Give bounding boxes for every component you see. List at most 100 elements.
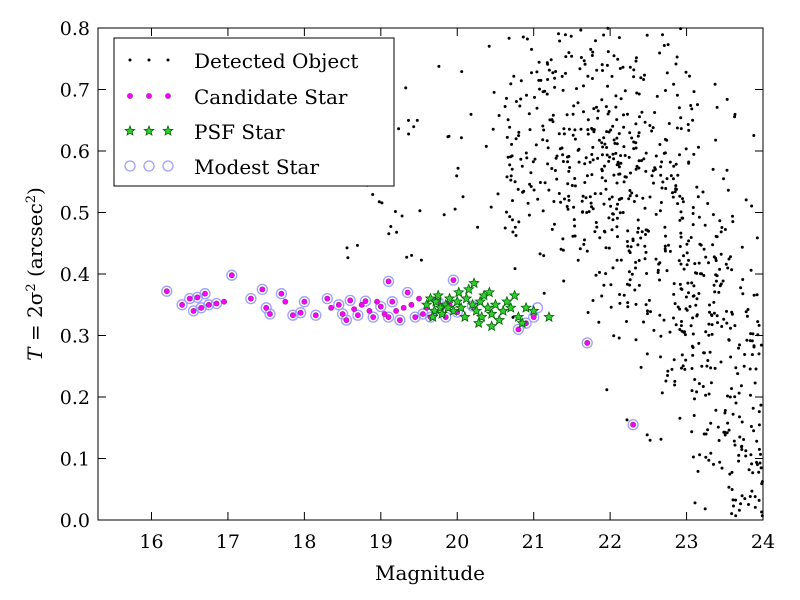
detected-object-point [728, 472, 732, 476]
detected-object-point [546, 146, 550, 150]
detected-object-point [740, 448, 744, 451]
detected-object-point [609, 128, 613, 132]
detected-object-point [691, 316, 695, 320]
detected-object-point [527, 112, 531, 116]
detected-object-point [543, 89, 547, 93]
detected-object-point [510, 167, 514, 171]
detected-object-point [491, 127, 495, 131]
detected-object-point [672, 82, 676, 86]
detected-object-point [546, 78, 550, 81]
detected-object-point [659, 201, 663, 204]
detected-object-point [672, 282, 676, 286]
detected-object-point [660, 160, 664, 164]
detected-object-point [627, 249, 631, 253]
detected-object-point [723, 228, 727, 231]
y-axis-label: T = 2σ2 (arcsec2) [23, 187, 47, 361]
detected-object-point [613, 141, 617, 145]
detected-object-point [720, 325, 724, 328]
detected-object-point [749, 332, 753, 336]
detected-object-point [690, 389, 694, 393]
detected-object-point [739, 502, 743, 506]
detected-object-point [549, 58, 553, 62]
detected-object-point [626, 305, 630, 309]
detected-object-point [609, 204, 613, 208]
detected-object-point [600, 141, 604, 145]
detected-object-point [693, 378, 697, 381]
detected-object-point [625, 240, 629, 243]
detected-object-point [547, 68, 551, 72]
detected-object-point [636, 218, 640, 222]
detected-object-point [727, 485, 731, 489]
detected-object-point [489, 205, 493, 209]
detected-object-point [505, 135, 509, 139]
modest-star-point [382, 311, 395, 323]
detected-object-point [678, 245, 682, 248]
detected-object-point [684, 295, 688, 299]
detected-object-point [583, 181, 587, 184]
detected-object-point [738, 415, 741, 419]
detected-object-point [669, 174, 673, 178]
x-tick-label: 23 [674, 531, 698, 553]
candidate-star-point [213, 300, 220, 307]
detected-object-point [686, 123, 690, 126]
detected-object-point [687, 128, 691, 132]
detected-object-point [553, 85, 557, 89]
detected-object-point [541, 209, 545, 213]
detected-object-point [583, 238, 586, 242]
candidate-star-point [221, 298, 227, 305]
detected-object-point [727, 338, 731, 342]
detected-object-point [702, 274, 706, 277]
detected-object-point [573, 137, 577, 141]
modest-star-point [184, 292, 196, 305]
detected-object-point [596, 116, 600, 120]
detected-object-point [638, 115, 641, 119]
detected-object-point [759, 466, 763, 470]
detected-object-point [713, 290, 717, 294]
detected-object-point [644, 169, 648, 173]
detected-object-point [607, 159, 611, 163]
detected-object-point [654, 154, 658, 158]
detected-object-point [759, 403, 763, 407]
detected-object-point [529, 171, 533, 175]
detected-object-point [679, 210, 683, 214]
detected-object-point [508, 125, 512, 129]
y-tick-label: 0.7 [60, 80, 90, 102]
detected-object-point [740, 245, 744, 249]
detected-object-point [690, 367, 694, 370]
detected-object-point [713, 366, 717, 370]
detected-object-point [684, 147, 688, 151]
detected-object-point [610, 228, 614, 232]
candidate-star-point [198, 304, 205, 311]
detected-object-point [571, 234, 575, 238]
detected-object-point [685, 251, 689, 255]
detected-object-point [637, 159, 641, 163]
detected-object-point [687, 239, 691, 243]
detected-object-point [697, 145, 700, 149]
detected-object-point [511, 218, 514, 222]
candidate-star-point [343, 317, 350, 323]
detected-object-point [514, 137, 518, 141]
candidate-star-point [381, 311, 388, 317]
detected-object-point [733, 395, 737, 399]
detected-object-point [542, 254, 546, 258]
detected-object-point [734, 401, 738, 405]
detected-object-point [693, 501, 697, 505]
detected-object-point [561, 88, 565, 92]
detected-object-point [756, 320, 760, 324]
detected-object-point [648, 124, 652, 127]
detected-object-point [690, 430, 694, 434]
detected-object-point [686, 281, 690, 285]
candidate-star-point [377, 303, 384, 310]
detected-object-point [642, 157, 646, 161]
detected-object-point [618, 293, 622, 296]
detected-object-point [456, 166, 460, 170]
detected-object-point [517, 130, 521, 134]
detected-object-point [665, 269, 669, 273]
psf-star-point [527, 304, 540, 316]
detected-object-point [725, 309, 728, 313]
candidate-star-point [163, 288, 170, 295]
detected-object-point [680, 366, 683, 370]
detected-object-point [658, 261, 662, 265]
detected-object-point [654, 212, 658, 216]
detected-object-point [585, 249, 589, 253]
